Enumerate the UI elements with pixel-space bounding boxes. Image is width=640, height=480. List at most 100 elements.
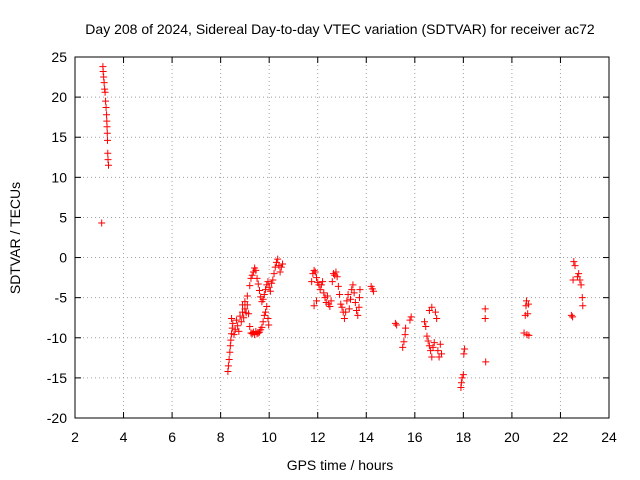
data-point	[225, 355, 233, 363]
data-point	[429, 343, 437, 351]
data-point	[336, 290, 344, 298]
data-point	[337, 300, 345, 308]
data-point	[263, 302, 271, 310]
x-tick-label: 4	[120, 429, 128, 445]
data-point	[349, 281, 357, 289]
data-point	[228, 315, 236, 323]
y-tick-label: -15	[47, 370, 67, 386]
y-tick-label: 0	[59, 250, 67, 266]
data-point	[522, 297, 530, 305]
data-point	[326, 302, 334, 310]
data-point	[262, 308, 270, 316]
data-point	[338, 303, 346, 311]
data-point	[399, 343, 407, 351]
grid	[75, 57, 609, 418]
data-point	[310, 266, 318, 274]
data-point	[370, 287, 378, 295]
data-point	[266, 287, 274, 295]
data-point	[316, 286, 324, 294]
data-point	[350, 289, 358, 297]
data-point	[344, 290, 352, 298]
data-point	[269, 276, 277, 284]
data-point	[277, 263, 285, 271]
data-point	[245, 310, 253, 318]
data-point	[319, 278, 327, 286]
data-point	[423, 332, 431, 340]
chart-title: Day 208 of 2024, Sidereal Day-to-day VTE…	[85, 21, 595, 37]
data-point	[253, 274, 261, 282]
data-point	[323, 292, 331, 300]
data-point	[320, 289, 328, 297]
data-point	[254, 280, 262, 288]
data-point	[458, 374, 466, 382]
data-point	[98, 219, 106, 227]
data-point	[481, 305, 489, 313]
x-tick-label: 16	[407, 429, 423, 445]
data-point	[241, 305, 249, 313]
data-point	[101, 88, 109, 96]
data-point	[355, 303, 363, 311]
plot-frame	[74, 56, 610, 419]
data-point	[425, 342, 433, 350]
data-point	[421, 318, 429, 326]
data-point	[235, 327, 243, 335]
y-tick-label: 5	[59, 209, 67, 225]
data-point	[438, 350, 446, 358]
data-point	[524, 300, 532, 308]
data-point	[310, 302, 318, 310]
data-point	[246, 323, 254, 331]
data-point	[356, 286, 364, 294]
data-point	[481, 315, 489, 323]
data-point	[274, 255, 282, 263]
data-point	[104, 136, 112, 144]
x-tick-label: 6	[168, 429, 176, 445]
data-point	[434, 347, 442, 355]
data-point	[400, 338, 408, 346]
data-point	[346, 295, 354, 303]
data-point	[391, 319, 399, 327]
x-tick-label: 2	[71, 429, 79, 445]
data-point	[422, 323, 430, 331]
data-point	[265, 321, 273, 329]
data-point	[401, 331, 409, 339]
data-point	[104, 149, 112, 157]
data-point	[334, 282, 342, 290]
data-point	[406, 316, 414, 324]
x-tick-label: 18	[456, 429, 472, 445]
data-point	[100, 79, 108, 87]
data-point	[259, 295, 267, 303]
data-point	[520, 329, 528, 337]
data-series	[98, 63, 587, 392]
data-point	[248, 271, 256, 279]
data-point	[457, 379, 465, 387]
data-point	[236, 312, 244, 320]
y-tick-label: -20	[47, 410, 67, 426]
y-tick-label: 25	[51, 49, 67, 65]
data-point	[431, 308, 439, 316]
y-tick-label: -5	[55, 290, 68, 306]
data-point	[240, 314, 248, 322]
data-point	[393, 321, 401, 329]
data-point	[407, 313, 415, 321]
data-point	[428, 353, 436, 361]
data-point	[569, 313, 577, 321]
x-tick-label: 8	[217, 429, 225, 445]
x-tick-label: 22	[553, 429, 569, 445]
data-point	[231, 326, 239, 334]
data-point	[579, 302, 587, 310]
data-point	[308, 278, 316, 286]
data-point	[255, 286, 263, 294]
data-point	[260, 311, 268, 319]
y-tick-label: 10	[51, 169, 67, 185]
data-point	[264, 278, 272, 286]
data-point	[241, 298, 249, 306]
data-point	[243, 292, 251, 300]
y-tick-label: 20	[51, 89, 67, 105]
data-point	[332, 268, 340, 276]
data-point	[103, 111, 111, 119]
data-point	[355, 294, 363, 302]
data-point	[345, 305, 353, 313]
x-tick-label: 12	[310, 429, 326, 445]
data-point	[246, 282, 254, 290]
